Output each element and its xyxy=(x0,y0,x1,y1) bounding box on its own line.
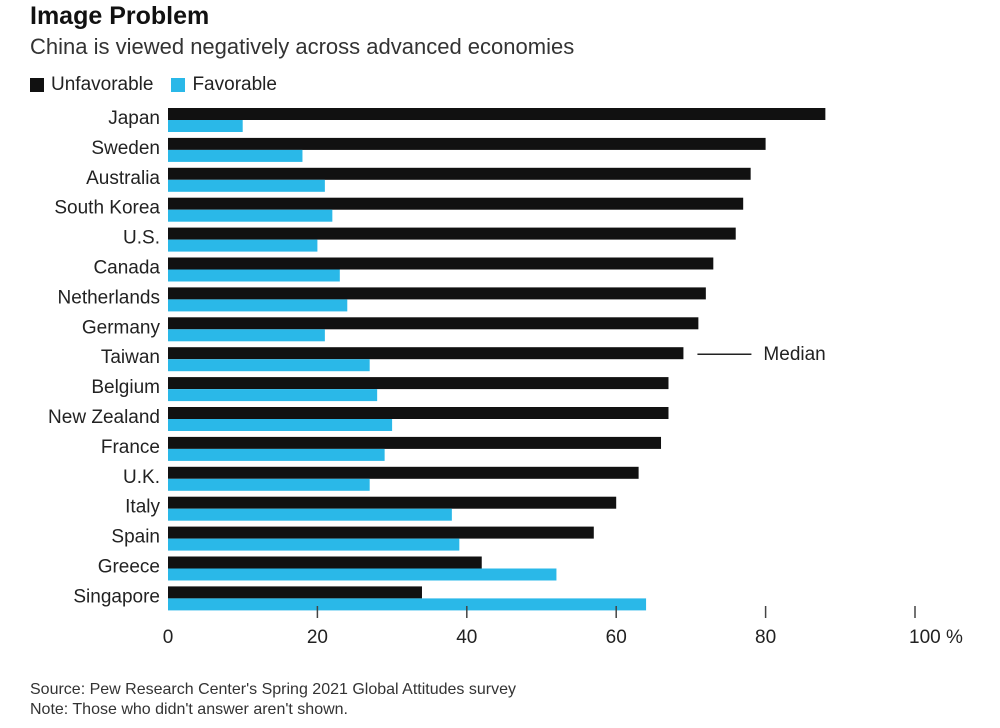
bar-unfavorable-greece xyxy=(168,556,482,569)
bar-unfavorable-belgium xyxy=(168,377,669,390)
x-tick-label-80: 80 xyxy=(755,627,776,648)
category-label-france: France xyxy=(101,437,160,458)
legend-swatch-favorable xyxy=(171,78,186,92)
median-label: Median xyxy=(763,344,825,365)
bar-unfavorable-taiwan xyxy=(168,347,684,360)
category-label-germany: Germany xyxy=(82,317,161,338)
bar-unfavorable-netherlands xyxy=(168,287,706,300)
bar-favorable-spain xyxy=(168,538,460,551)
category-label-italy: Italy xyxy=(125,497,160,518)
bar-favorable-greece xyxy=(168,568,557,581)
legend-swatch-unfavorable xyxy=(30,78,44,92)
category-label-new-zealand: New Zealand xyxy=(48,407,160,428)
bar-favorable-netherlands xyxy=(168,299,348,312)
bar-favorable-sweden xyxy=(168,149,303,162)
source-note: Source: Pew Research Center's Spring 202… xyxy=(30,680,516,720)
category-label-japan: Japan xyxy=(108,108,160,129)
category-label-greece: Greece xyxy=(98,557,160,578)
bar-unfavorable-u-s xyxy=(168,227,736,240)
legend-label-favorable: Favorable xyxy=(192,74,277,95)
bar-favorable-australia xyxy=(168,179,325,192)
bar-unfavorable-new-zealand xyxy=(168,407,669,419)
bar-unfavorable-canada xyxy=(168,257,714,270)
category-label-sweden: Sweden xyxy=(91,138,160,159)
bar-favorable-taiwan xyxy=(168,359,370,372)
bar-favorable-italy xyxy=(168,508,452,521)
x-tick-label-40: 40 xyxy=(456,627,477,648)
x-tick-label-0: 0 xyxy=(163,627,174,648)
bar-unfavorable-spain xyxy=(168,526,594,539)
category-label-u-k: U.K. xyxy=(123,467,160,488)
bar-favorable-belgium xyxy=(168,389,378,402)
legend-label-unfavorable: Unfavorable xyxy=(51,74,154,95)
bar-unfavorable-france xyxy=(168,436,662,449)
legend: Unfavorable Favorable xyxy=(30,74,295,96)
category-label-u-s: U.S. xyxy=(123,228,160,249)
category-label-spain: Spain xyxy=(111,527,160,548)
bar-unfavorable-singapore xyxy=(168,586,422,599)
note-text: Note: Those who didn't answer aren't sho… xyxy=(30,701,348,718)
bar-unfavorable-italy xyxy=(168,496,617,509)
bar-favorable-france xyxy=(168,448,385,461)
category-label-south-korea: South Korea xyxy=(54,198,160,219)
bar-favorable-singapore xyxy=(168,598,647,611)
x-tick-label-60: 60 xyxy=(606,627,627,648)
x-tick-label-100: 100 % xyxy=(909,627,963,648)
category-label-taiwan: Taiwan xyxy=(101,347,160,368)
bar-favorable-japan xyxy=(168,120,243,132)
bar-favorable-u-k xyxy=(168,478,370,491)
category-label-canada: Canada xyxy=(93,258,160,279)
category-label-netherlands: Netherlands xyxy=(58,287,160,308)
x-tick-label-20: 20 xyxy=(307,627,328,648)
bar-unfavorable-germany xyxy=(168,317,699,330)
category-label-belgium: Belgium xyxy=(91,377,160,398)
chart-title: Image Problem xyxy=(30,2,210,30)
source-text: Source: Pew Research Center's Spring 202… xyxy=(30,681,516,698)
category-label-singapore: Singapore xyxy=(73,586,160,607)
category-label-australia: Australia xyxy=(86,168,160,189)
bar-favorable-germany xyxy=(168,329,325,342)
legend-item-unfavorable: Unfavorable xyxy=(30,74,153,96)
bar-favorable-u-s xyxy=(168,239,318,252)
bar-favorable-south-korea xyxy=(168,209,333,222)
bar-unfavorable-australia xyxy=(168,167,751,180)
bar-favorable-new-zealand xyxy=(168,419,393,431)
legend-item-favorable: Favorable xyxy=(171,74,277,96)
chart-subtitle: China is viewed negatively across advanc… xyxy=(30,34,575,59)
bar-unfavorable-japan xyxy=(168,108,826,120)
bar-unfavorable-u-k xyxy=(168,466,639,479)
bar-unfavorable-sweden xyxy=(168,137,766,150)
bar-favorable-canada xyxy=(168,269,340,282)
bar-unfavorable-south-korea xyxy=(168,197,744,210)
